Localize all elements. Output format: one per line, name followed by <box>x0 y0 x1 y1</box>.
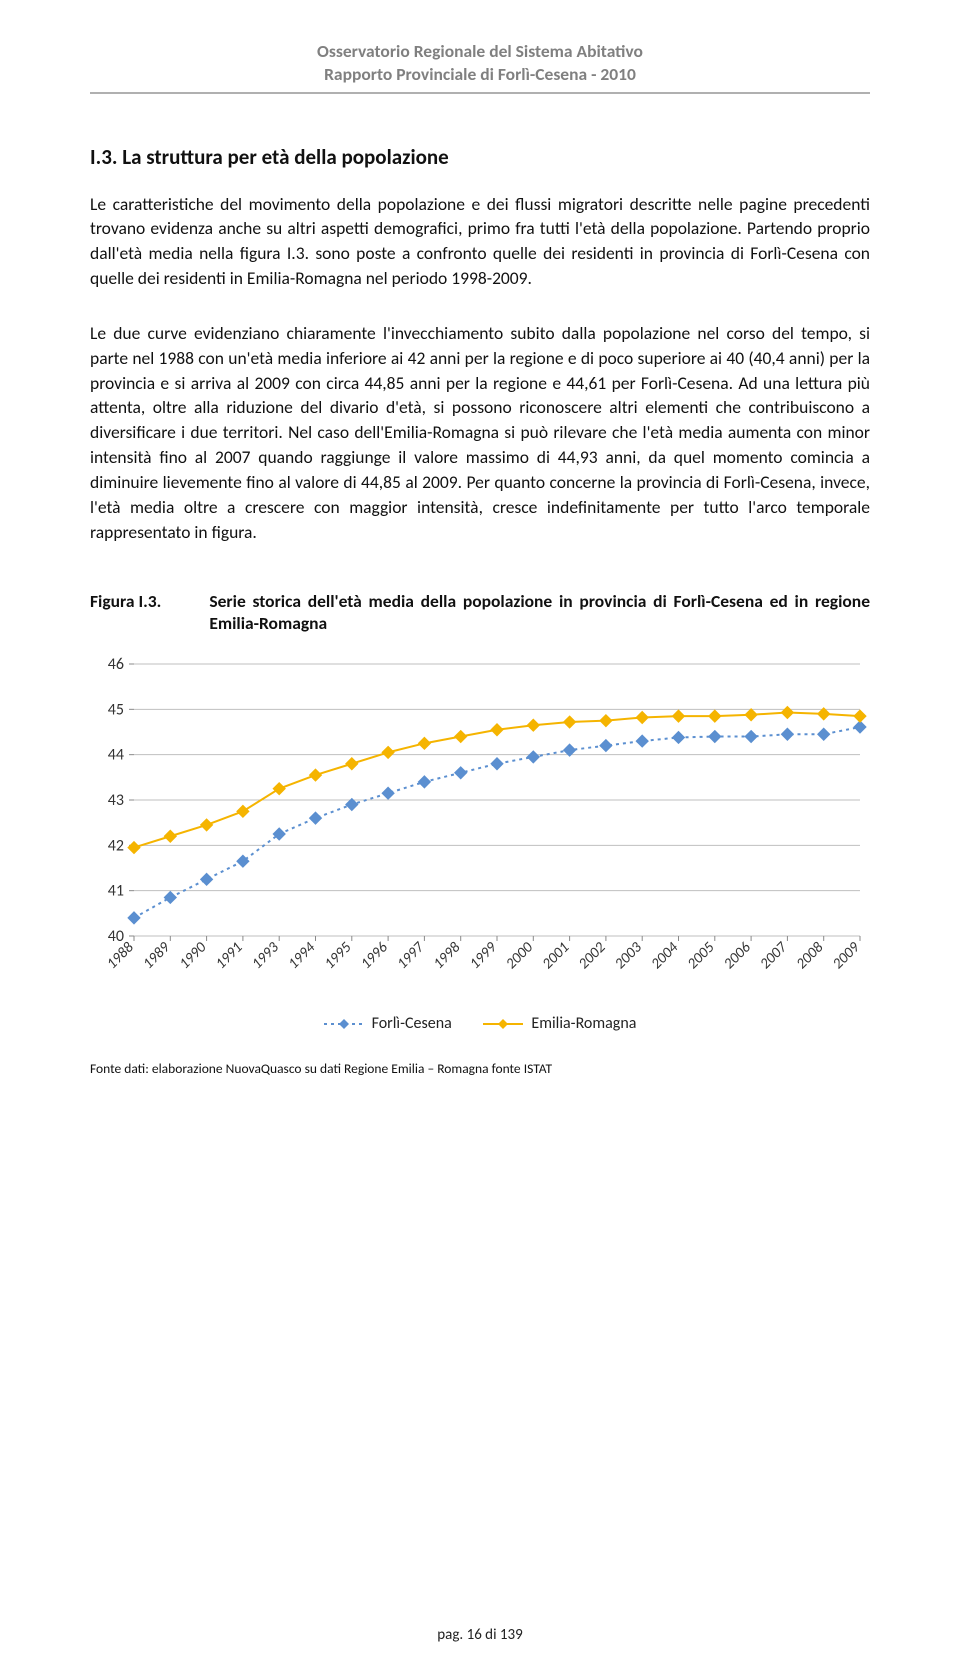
svg-text:1990: 1990 <box>176 939 211 974</box>
svg-text:1989: 1989 <box>140 939 175 974</box>
header-line-2: Rapporto Provinciale di Forlì-Cesena - 2… <box>90 63 870 86</box>
header-line-1: Osservatorio Regionale del Sistema Abita… <box>90 40 870 63</box>
svg-text:1994: 1994 <box>285 939 320 974</box>
svg-text:1998: 1998 <box>430 939 465 974</box>
legend-label-fc: Forlì-Cesena <box>372 1014 452 1033</box>
svg-text:1995: 1995 <box>321 939 356 974</box>
svg-text:46: 46 <box>108 656 124 674</box>
svg-text:2008: 2008 <box>793 939 828 974</box>
svg-text:44: 44 <box>108 746 124 765</box>
svg-text:2007: 2007 <box>757 938 792 973</box>
svg-text:2001: 2001 <box>539 939 573 973</box>
svg-text:1999: 1999 <box>466 939 501 974</box>
chart-legend: Forlì-Cesena Emilia-Romagna <box>90 1014 870 1036</box>
svg-text:2009: 2009 <box>829 939 864 974</box>
svg-text:2004: 2004 <box>648 939 683 974</box>
paragraph-2: Le due curve evidenziano chiaramente l'i… <box>90 321 870 545</box>
figure-caption: Figura I.3. Serie storica dell'età media… <box>90 590 870 634</box>
header-divider <box>90 92 870 94</box>
line-chart: 4041424344454619881989199019911993199419… <box>90 656 870 1036</box>
svg-text:1991: 1991 <box>212 939 246 973</box>
source-note: Fonte dati: elaborazione NuovaQuasco su … <box>90 1060 870 1077</box>
svg-text:43: 43 <box>108 791 124 810</box>
svg-text:2003: 2003 <box>611 939 646 974</box>
svg-text:2000: 2000 <box>503 939 538 974</box>
legend-item-fc: Forlì-Cesena <box>324 1014 452 1033</box>
svg-text:42: 42 <box>108 837 124 856</box>
svg-text:2006: 2006 <box>720 939 755 974</box>
svg-text:2002: 2002 <box>575 939 610 974</box>
paragraph-1: Le caratteristiche del movimento della p… <box>90 192 870 291</box>
svg-text:45: 45 <box>108 701 124 720</box>
svg-text:1993: 1993 <box>248 939 283 974</box>
svg-text:41: 41 <box>108 882 124 901</box>
page-footer: pag. 16 di 139 <box>0 1626 960 1644</box>
legend-swatch-fc <box>324 1017 364 1031</box>
figure-label: Figura I.3. <box>90 590 209 634</box>
legend-item-er: Emilia-Romagna <box>483 1014 636 1033</box>
legend-label-er: Emilia-Romagna <box>531 1014 636 1033</box>
legend-swatch-er <box>483 1017 523 1031</box>
svg-text:1996: 1996 <box>357 939 392 974</box>
svg-text:1997: 1997 <box>394 938 429 973</box>
svg-text:2005: 2005 <box>684 939 719 974</box>
section-heading: I.3. La struttura per età della popolazi… <box>90 144 870 170</box>
figure-title: Serie storica dell'età media della popol… <box>209 590 870 634</box>
page-header: Osservatorio Regionale del Sistema Abita… <box>90 40 870 86</box>
chart-svg: 4041424344454619881989199019911993199419… <box>90 656 870 1006</box>
